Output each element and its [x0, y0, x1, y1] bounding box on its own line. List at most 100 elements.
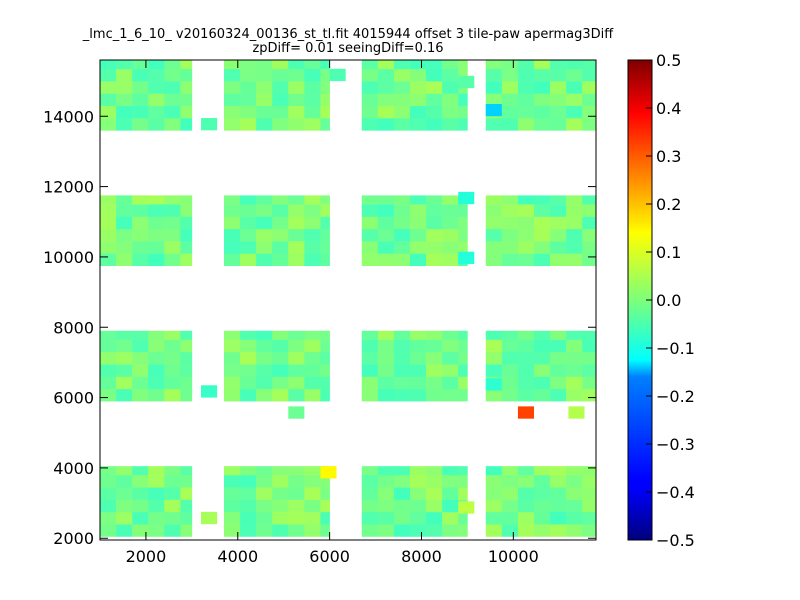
- heatmap-cell: [393, 388, 411, 402]
- heatmap-cell: [534, 228, 551, 242]
- heatmap-cell: [288, 118, 305, 131]
- heatmap-cell: [534, 499, 551, 513]
- heatmap-cell: [377, 511, 395, 525]
- heatmap-cell: [361, 241, 379, 254]
- heatmap-cell-highlight: [568, 406, 585, 419]
- heatmap-cell: [164, 68, 181, 82]
- heatmap-cell: [148, 81, 165, 94]
- heatmap-cell: [116, 105, 133, 119]
- heatmap-cell: [256, 339, 273, 353]
- heatmap-cell: [164, 499, 181, 513]
- heatmap-cell: [458, 216, 468, 230]
- heatmap-cell: [132, 216, 149, 230]
- heatmap-cell: [485, 388, 503, 402]
- heatmap-cell: [485, 204, 503, 217]
- heatmap-cell: [320, 351, 330, 365]
- heatmap-cell: [272, 339, 289, 353]
- heatmap-cell: [304, 68, 321, 82]
- heatmap-cell: [550, 228, 567, 242]
- heatmap-cell: [240, 68, 257, 82]
- heatmap-cell: [501, 388, 519, 402]
- heatmap-cell: [148, 118, 165, 131]
- heatmap-cell: [224, 499, 241, 513]
- heatmap-cell: [116, 499, 133, 513]
- heatmap-cell: [164, 105, 181, 119]
- heatmap-cell: [288, 216, 305, 230]
- heatmap-cell: [458, 487, 468, 500]
- heatmap-cell: [410, 474, 427, 488]
- heatmap-cell: [272, 81, 289, 94]
- heatmap-cell: [116, 253, 133, 267]
- heatmap-cell: [288, 204, 305, 217]
- heatmap-cell: [377, 388, 395, 402]
- heatmap-cell: [442, 466, 459, 476]
- x-tick-label: 10000: [488, 547, 539, 566]
- colorbar-tick-label: 0.5: [656, 51, 681, 70]
- heatmap-cell: [501, 364, 519, 377]
- heatmap-cell: [550, 499, 567, 513]
- heatmap-cell: [426, 93, 443, 107]
- heatmap-cell: [550, 376, 567, 390]
- heatmap-cell: [442, 339, 459, 353]
- heatmap-cell: [148, 60, 165, 70]
- heatmap-cell: [582, 474, 597, 488]
- heatmap-cell: [100, 195, 117, 205]
- heatmap-cell: [442, 351, 459, 365]
- heatmap-cell: [393, 241, 411, 254]
- heatmap-cell: [377, 364, 395, 377]
- heatmap-cell: [517, 60, 535, 70]
- heatmap-cell: [164, 118, 181, 131]
- heatmap-cell: [393, 351, 411, 365]
- heatmap-cell: [426, 330, 443, 340]
- heatmap-cell: [224, 351, 241, 365]
- heatmap-cell: [100, 118, 117, 131]
- heatmap-cell: [116, 93, 133, 107]
- heatmap-cell: [148, 339, 165, 353]
- heatmap-cell: [534, 351, 551, 365]
- heatmap-cell: [458, 524, 468, 537]
- heatmap-cell: [100, 204, 117, 217]
- heatmap-cell: [304, 376, 321, 390]
- heatmap-cell: [566, 216, 583, 230]
- heatmap-cell: [534, 118, 551, 131]
- heatmap-cell: [240, 204, 257, 217]
- heatmap-cell: [116, 376, 133, 390]
- heatmap-cell: [132, 474, 149, 488]
- heatmap-cell: [180, 499, 193, 513]
- heatmap-cell: [180, 204, 193, 217]
- chart-title-line2: zpDiff= 0.01 seeingDiff=0.16: [252, 41, 443, 56]
- colorbar-tick-label: −0.2: [656, 387, 695, 406]
- heatmap-cell: [485, 487, 503, 500]
- heatmap-cell: [393, 60, 411, 70]
- heatmap-cell: [410, 60, 427, 70]
- heatmap-cell: [132, 487, 149, 500]
- heatmap-cell: [148, 253, 165, 267]
- heatmap-cell: [550, 474, 567, 488]
- heatmap-cell: [224, 253, 241, 267]
- heatmap-cell: [426, 253, 443, 267]
- heatmap-cell: [458, 511, 468, 525]
- heatmap-cell: [288, 105, 305, 119]
- heatmap-cell: [256, 216, 273, 230]
- heatmap-cell: [426, 60, 443, 70]
- heatmap-cell: [501, 204, 519, 217]
- heatmap-cell: [517, 388, 535, 402]
- heatmap-cell: [550, 105, 567, 119]
- heatmap-cell: [534, 93, 551, 107]
- heatmap-cell: [582, 195, 597, 205]
- heatmap-cell: [501, 474, 519, 488]
- heatmap-cell: [534, 487, 551, 500]
- heatmap-cell: [410, 364, 427, 377]
- heatmap-cell: [320, 228, 330, 242]
- heatmap-cell: [100, 511, 117, 525]
- heatmap-cell: [164, 351, 181, 365]
- heatmap-cell: [410, 511, 427, 525]
- heatmap-cell: [517, 81, 535, 94]
- heatmap-cell: [164, 524, 181, 537]
- heatmap-cell: [224, 241, 241, 254]
- heatmap-cell: [180, 241, 193, 254]
- heatmap-cell: [485, 81, 503, 94]
- heatmap-cell: [272, 93, 289, 107]
- heatmap-cell: [458, 330, 468, 340]
- heatmap-cell-highlight: [201, 385, 218, 398]
